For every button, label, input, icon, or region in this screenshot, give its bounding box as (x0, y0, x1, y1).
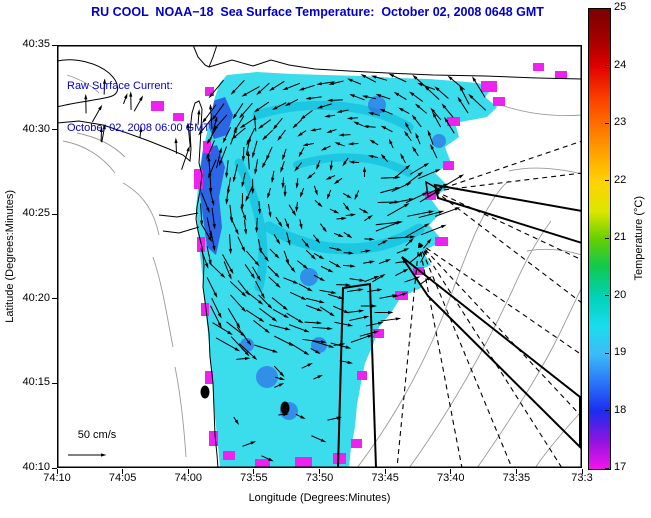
x-axis-label: Longitude (Degrees:Minutes) (248, 492, 391, 504)
x-tick-label: 74:10 (43, 472, 71, 484)
tick-mark (581, 469, 583, 474)
current-vectors (84, 73, 487, 462)
x-tick-label: 74:05 (108, 472, 137, 484)
colorbar-tick-label: 24 (614, 58, 627, 71)
station-dots (200, 385, 290, 415)
current-annotation: Raw Surface Current: October 02, 2008 06… (67, 51, 210, 163)
tick-mark (253, 469, 255, 474)
x-tick-label: 73:35 (502, 472, 531, 484)
colorbar (588, 8, 611, 470)
y-axis-label-text: Latitude (Degrees:Minutes) (4, 190, 16, 323)
tick-mark (122, 469, 124, 474)
x-tick-label: 73:40 (436, 472, 465, 484)
colorbar-tick-label: 19 (614, 346, 627, 358)
colorbar-tick-label: 18 (614, 403, 627, 416)
annotation-line1: Raw Surface Current: (67, 80, 173, 92)
colorbar-tick-label: 20 (614, 288, 627, 301)
coastline (57, 45, 582, 468)
x-tick-label: 73:55 (240, 472, 268, 484)
tick-mark (319, 469, 320, 474)
tick-mark (384, 469, 386, 474)
colorbar-tick-label: 25 (614, 1, 627, 13)
sst-map (57, 45, 582, 468)
x-tick-label: 73:45 (371, 472, 399, 484)
x-tick-label: 73:3 (571, 472, 593, 484)
axes-frame (57, 45, 582, 468)
tick-mark (56, 469, 58, 474)
colorbar-gradient (589, 9, 610, 469)
colorbar-tick-label: 22 (614, 173, 627, 186)
colorbar-title: Temperature (°C) (630, 8, 648, 468)
scale-label: 50 cm/s (77, 429, 117, 441)
colorbar-title-text: Temperature (°C) (633, 195, 645, 281)
y-axis-label: Latitude (Degrees:Minutes) (2, 45, 18, 468)
plot-area: Raw Surface Current: October 02, 2008 06… (57, 45, 582, 468)
x-tick-label: 73:50 (305, 472, 334, 484)
tick-mark (515, 469, 517, 474)
scale-arrow (68, 453, 107, 457)
tick-mark (450, 469, 452, 474)
x-tick-label: 74:00 (174, 472, 203, 484)
colorbar-tick-label: 17 (614, 461, 627, 473)
colorbar-tick-label: 23 (614, 116, 627, 128)
figure-title: RU COOL NOAA−18 Sea Surface Temperature:… (91, 5, 544, 19)
tick-mark (187, 469, 189, 474)
annotation-line2: October 02, 2008 06:00 GMT (67, 122, 211, 134)
survey-boxes (336, 180, 582, 468)
colorbar-tick-label: 21 (614, 231, 627, 243)
